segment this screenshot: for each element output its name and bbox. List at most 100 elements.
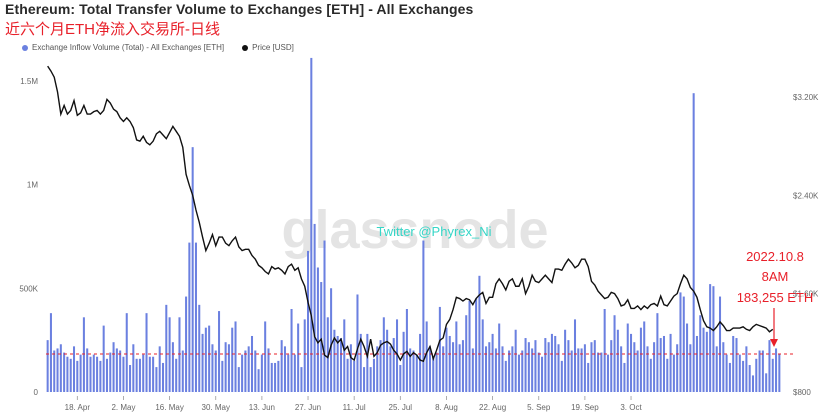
inflow-bar[interactable]	[386, 329, 389, 392]
inflow-bar[interactable]	[254, 350, 257, 393]
inflow-bar[interactable]	[501, 346, 504, 392]
inflow-bar[interactable]	[211, 344, 214, 392]
inflow-bar[interactable]	[349, 344, 352, 392]
inflow-bar[interactable]	[115, 348, 118, 392]
inflow-bar[interactable]	[204, 327, 207, 392]
inflow-bar[interactable]	[221, 360, 224, 393]
inflow-bar[interactable]	[560, 360, 563, 393]
inflow-bar[interactable]	[138, 358, 141, 392]
inflow-bar[interactable]	[488, 342, 491, 392]
inflow-bar[interactable]	[458, 344, 461, 392]
inflow-bar[interactable]	[646, 346, 649, 392]
inflow-bar[interactable]	[498, 323, 501, 392]
inflow-bar[interactable]	[633, 342, 636, 392]
inflow-bar[interactable]	[194, 242, 197, 392]
inflow-bar[interactable]	[435, 352, 438, 392]
inflow-bar[interactable]	[415, 354, 418, 392]
inflow-bar[interactable]	[155, 367, 158, 392]
inflow-bar[interactable]	[593, 340, 596, 393]
inflow-bar[interactable]	[161, 362, 165, 392]
inflow-bar[interactable]	[132, 344, 135, 392]
inflow-bar[interactable]	[82, 317, 85, 392]
inflow-bar[interactable]	[396, 319, 399, 393]
inflow-bar[interactable]	[428, 346, 431, 392]
inflow-bar[interactable]	[244, 350, 247, 393]
inflow-bar[interactable]	[771, 358, 774, 392]
inflow-bar[interactable]	[96, 356, 99, 392]
inflow-bar[interactable]	[511, 346, 514, 392]
inflow-bar[interactable]	[600, 352, 603, 392]
inflow-bar[interactable]	[448, 335, 451, 392]
inflow-bar[interactable]	[353, 360, 356, 393]
inflow-bar[interactable]	[653, 342, 656, 392]
inflow-bar[interactable]	[564, 329, 567, 392]
inflow-bar[interactable]	[587, 362, 590, 392]
inflow-bar[interactable]	[76, 360, 79, 393]
inflow-bar[interactable]	[504, 360, 507, 393]
inflow-bar[interactable]	[620, 346, 623, 392]
inflow-bar[interactable]	[537, 352, 540, 392]
inflow-bar[interactable]	[66, 356, 69, 392]
inflow-bar[interactable]	[672, 354, 675, 392]
inflow-bar[interactable]	[343, 319, 346, 393]
inflow-bar[interactable]	[623, 362, 626, 392]
inflow-bar[interactable]	[597, 352, 600, 392]
inflow-bar[interactable]	[405, 309, 408, 392]
inflow-bar[interactable]	[250, 335, 254, 392]
inflow-bar[interactable]	[659, 338, 662, 392]
inflow-bar[interactable]	[679, 292, 682, 392]
inflow-bar[interactable]	[514, 329, 517, 392]
inflow-bar[interactable]	[705, 331, 708, 392]
inflow-bar[interactable]	[49, 313, 52, 392]
inflow-bar[interactable]	[307, 250, 310, 392]
inflow-bar[interactable]	[69, 358, 72, 392]
inflow-bar[interactable]	[692, 93, 695, 392]
inflow-bar[interactable]	[751, 375, 754, 392]
inflow-bar[interactable]	[775, 348, 778, 392]
inflow-bar[interactable]	[742, 360, 745, 393]
inflow-bar[interactable]	[554, 335, 557, 392]
inflow-bar[interactable]	[92, 354, 95, 392]
inflow-bar[interactable]	[643, 321, 646, 392]
inflow-bar[interactable]	[738, 354, 741, 392]
inflow-bar[interactable]	[109, 352, 112, 392]
inflow-bar[interactable]	[283, 346, 286, 392]
inflow-bar[interactable]	[372, 358, 375, 392]
inflow-bar[interactable]	[208, 325, 211, 392]
inflow-bar[interactable]	[712, 286, 715, 392]
inflow-bar[interactable]	[508, 350, 511, 393]
inflow-bar[interactable]	[188, 242, 191, 392]
inflow-bar[interactable]	[583, 344, 586, 392]
inflow-bar[interactable]	[290, 309, 293, 392]
inflow-bar[interactable]	[544, 338, 547, 392]
inflow-bar[interactable]	[392, 338, 395, 392]
inflow-bar[interactable]	[191, 147, 194, 392]
inflow-bar[interactable]	[626, 323, 629, 392]
inflow-bar[interactable]	[214, 350, 217, 393]
inflow-bar[interactable]	[455, 321, 458, 392]
inflow-bar[interactable]	[267, 348, 270, 392]
inflow-bar[interactable]	[247, 346, 250, 392]
inflow-bar[interactable]	[606, 354, 609, 392]
inflow-bar[interactable]	[534, 340, 537, 393]
inflow-bar[interactable]	[148, 356, 151, 392]
inflow-bar[interactable]	[702, 327, 705, 392]
inflow-bar[interactable]	[412, 350, 415, 393]
inflow-bar[interactable]	[316, 267, 319, 393]
inflow-bar[interactable]	[382, 317, 385, 392]
inflow-bar[interactable]	[234, 321, 237, 392]
inflow-bar[interactable]	[719, 296, 722, 392]
inflow-bar[interactable]	[231, 327, 234, 392]
inflow-bar[interactable]	[135, 358, 138, 392]
inflow-bar[interactable]	[356, 294, 359, 392]
inflow-bar[interactable]	[722, 342, 725, 392]
inflow-bar[interactable]	[56, 348, 59, 392]
inflow-bar[interactable]	[709, 284, 712, 392]
inflow-bar[interactable]	[63, 352, 66, 392]
inflow-bar[interactable]	[567, 340, 570, 393]
inflow-bar[interactable]	[557, 344, 560, 392]
inflow-bar[interactable]	[481, 319, 484, 393]
inflow-bar[interactable]	[171, 342, 174, 392]
inflow-bar[interactable]	[142, 354, 145, 392]
inflow-bar[interactable]	[185, 296, 188, 392]
